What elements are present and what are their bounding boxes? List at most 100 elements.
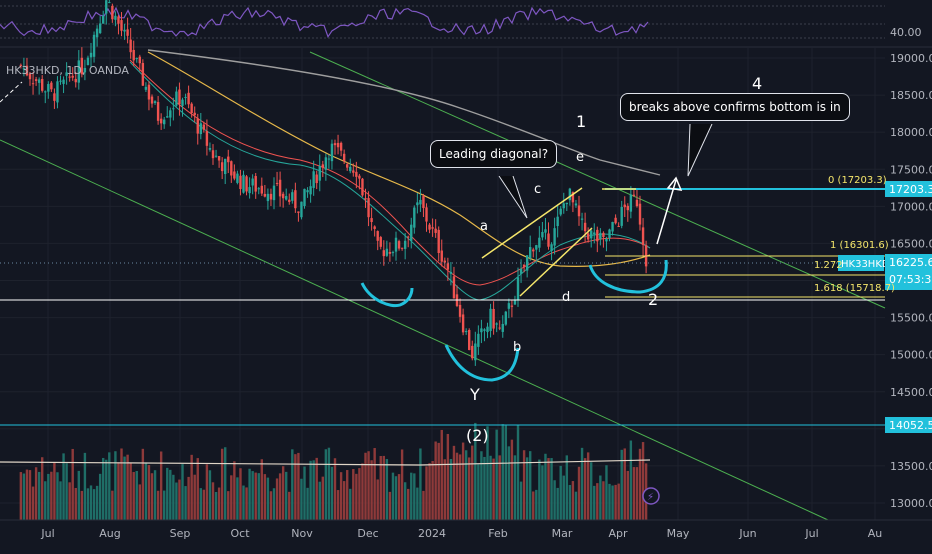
- candle-body: [150, 96, 154, 104]
- x-tick-label: Jul: [804, 527, 818, 540]
- volume-bar: [233, 461, 236, 520]
- candle-body: [199, 123, 203, 135]
- candle-body: [169, 110, 172, 118]
- volume-bar: [446, 433, 450, 520]
- volume-bar: [278, 473, 282, 520]
- x-tick-label: Feb: [488, 527, 507, 540]
- candle-body: [571, 192, 575, 203]
- volume-bar: [260, 459, 264, 520]
- candle-body: [294, 190, 297, 209]
- candle-body: [132, 49, 135, 61]
- candle-body: [156, 102, 160, 121]
- volume-bar: [245, 487, 248, 520]
- volume-bar: [199, 488, 203, 520]
- candle-body: [224, 158, 227, 175]
- volume-bar: [574, 491, 578, 520]
- y-tick-label: 19000.0: [890, 52, 932, 65]
- candle-body: [196, 118, 199, 134]
- x-tick-label: Au: [868, 527, 883, 540]
- y-tick-label: 15500.0: [890, 312, 932, 325]
- candle-body: [211, 150, 215, 159]
- volume-bar: [629, 440, 633, 520]
- candle-body: [272, 185, 276, 201]
- volume-bar: [355, 473, 358, 520]
- candle-body: [510, 305, 514, 307]
- volume-bar: [230, 475, 233, 520]
- candle-body: [370, 218, 373, 223]
- volume-bar: [364, 452, 367, 520]
- chart-grid: [0, 48, 885, 520]
- candle-body: [166, 116, 169, 118]
- ma-short-red-line: [129, 59, 651, 286]
- volume-bar: [123, 456, 126, 520]
- volume-bar: [190, 454, 193, 520]
- volume-bar: [138, 484, 142, 520]
- volume-bar: [117, 462, 120, 520]
- candle-body: [428, 224, 431, 230]
- volume-bar: [172, 474, 175, 520]
- fib-1-label: 1 (16301.6): [830, 240, 889, 251]
- volume-bar: [407, 488, 410, 520]
- event-marker[interactable]: [642, 487, 660, 505]
- volume-bar: [593, 485, 596, 520]
- volume-bar: [440, 429, 443, 520]
- y-tick-label: 17000.0: [890, 200, 932, 213]
- tag-countdown: 07:53:30: [889, 273, 932, 286]
- candle-body: [202, 124, 206, 130]
- candle-body: [77, 60, 81, 83]
- volume-bar: [367, 451, 370, 520]
- volume-bar: [135, 470, 138, 520]
- fib-0-label: 0 (17203.3): [828, 175, 887, 186]
- candle-body: [278, 179, 282, 197]
- candle-body: [86, 57, 90, 66]
- candle-body: [147, 84, 151, 100]
- volume-bar: [568, 485, 572, 520]
- volume-bar: [349, 488, 352, 520]
- candle-body: [352, 170, 355, 173]
- volume-bar: [635, 467, 639, 520]
- candle-body: [574, 203, 578, 206]
- volume-bar: [358, 468, 361, 520]
- volume-bar: [464, 450, 468, 520]
- volume-bar: [141, 448, 145, 520]
- wave-label-e: e: [576, 150, 584, 165]
- candle-body: [516, 277, 520, 301]
- volume-bar: [510, 439, 514, 520]
- candle-body: [22, 68, 26, 70]
- candle-body: [83, 67, 87, 73]
- volume-bar: [80, 490, 84, 520]
- candle-body: [623, 204, 626, 208]
- candle-body: [257, 188, 260, 190]
- candle-body: [580, 218, 584, 220]
- volume-bar: [544, 453, 547, 520]
- y-tick-label: 14500.0: [890, 386, 932, 399]
- bottom-arc-3: [588, 259, 668, 294]
- wave-label-2-paren: (2): [466, 426, 489, 445]
- candle-body: [269, 193, 273, 200]
- y-tick-label: 13500.0: [890, 460, 932, 473]
- volume-bar: [468, 457, 471, 520]
- volume-bar: [175, 482, 178, 520]
- volume-bar: [236, 477, 239, 520]
- volume-bar: [400, 449, 404, 520]
- volume-bar: [77, 470, 81, 520]
- volume-bar: [300, 478, 303, 520]
- candle-body: [330, 143, 334, 162]
- candle-body: [635, 199, 639, 207]
- volume-bar: [53, 462, 56, 520]
- candle-body: [312, 171, 315, 188]
- candle-body: [611, 221, 614, 232]
- candle-body: [245, 176, 248, 192]
- x-tick-label: Jun: [738, 527, 756, 540]
- fib-1618-label: 1.618 (15718.7): [814, 283, 895, 294]
- volume-bar: [47, 473, 50, 520]
- dashed-trend-line: [0, 81, 23, 103]
- volume-bar: [590, 462, 593, 520]
- volume-series: [19, 422, 648, 520]
- candle-body: [172, 108, 175, 110]
- volume-bar: [525, 457, 529, 520]
- volume-bar: [550, 458, 553, 520]
- candle-body: [440, 250, 443, 262]
- volume-bar: [251, 471, 254, 520]
